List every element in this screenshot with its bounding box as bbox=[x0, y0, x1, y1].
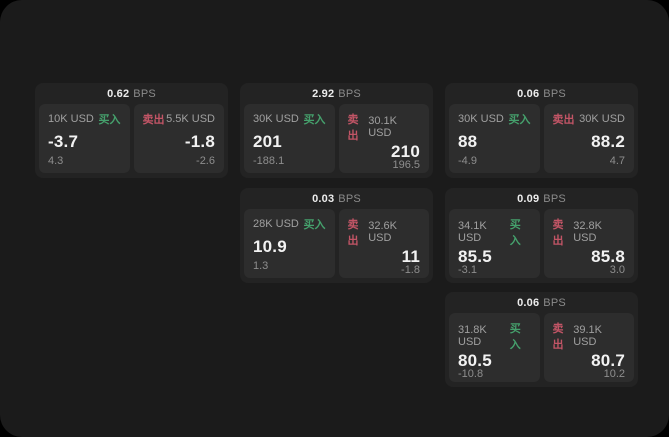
buy-price: -3.7 bbox=[48, 132, 79, 151]
sell-side-label: 卖出 bbox=[552, 323, 564, 351]
buy-price: 88 bbox=[458, 132, 478, 151]
sell-panel[interactable]: 卖出 32.6K USD 11 -1.8 bbox=[338, 209, 429, 278]
bps-unit-label: BPS bbox=[133, 87, 156, 100]
bps-value: 0.62 bbox=[107, 87, 130, 100]
buy-panel[interactable]: 30K USD 买入 201 -188.1 bbox=[244, 104, 335, 173]
sell-panel[interactable]: 卖出 30.1K USD 210 196.5 bbox=[338, 104, 429, 173]
buy-panel[interactable]: 28K USD 买入 10.9 1.3 bbox=[244, 209, 335, 278]
buy-notional: 10K USD bbox=[48, 113, 94, 125]
buy-side-label: 买入 bbox=[303, 219, 326, 231]
sell-price: 88.2 bbox=[591, 132, 625, 151]
buy-side-label: 买入 bbox=[98, 114, 121, 126]
sell-price: 80.7 bbox=[591, 351, 625, 370]
buy-sub-value: -3.1 bbox=[458, 264, 477, 276]
bps-header: 2.92 BPS bbox=[244, 83, 429, 104]
buy-notional: 31.8K USD bbox=[458, 324, 487, 348]
sell-side-label: 卖出 bbox=[552, 219, 564, 247]
buy-side-label: 买入 bbox=[509, 219, 521, 247]
sell-notional: 39.1K USD bbox=[573, 324, 602, 348]
buy-sub-value: -10.8 bbox=[458, 368, 484, 380]
sell-side-label: 卖出 bbox=[347, 219, 359, 247]
sell-side-label: 卖出 bbox=[142, 114, 165, 126]
sell-sub-value: 3.0 bbox=[609, 264, 625, 276]
buy-sub-value: 1.3 bbox=[253, 260, 269, 272]
sell-sub-value: 10.2 bbox=[603, 368, 625, 380]
bps-header: 0.06 BPS bbox=[449, 83, 634, 104]
buy-side-label: 买入 bbox=[508, 114, 531, 126]
sell-side-label: 卖出 bbox=[552, 114, 575, 126]
buy-price: 85.5 bbox=[458, 247, 492, 266]
sell-sub-value: 4.7 bbox=[609, 155, 625, 167]
sell-sub-value: -1.8 bbox=[401, 264, 420, 276]
sell-side-label: 卖出 bbox=[347, 114, 359, 142]
buy-notional: 30K USD bbox=[253, 113, 299, 125]
bps-value: 2.92 bbox=[312, 87, 335, 100]
buy-side-label: 买入 bbox=[509, 323, 521, 351]
buy-side-label: 买入 bbox=[303, 114, 326, 126]
sell-notional: 32.6K USD bbox=[368, 220, 397, 244]
bps-unit-label: BPS bbox=[543, 296, 566, 309]
buy-notional: 30K USD bbox=[458, 113, 504, 125]
buy-sub-value: 4.3 bbox=[48, 155, 64, 167]
buy-panel[interactable]: 10K USD 买入 -3.7 4.3 bbox=[39, 104, 130, 173]
sell-price: -1.8 bbox=[184, 132, 215, 151]
bps-header: 0.62 BPS bbox=[39, 83, 224, 104]
buy-sub-value: -4.9 bbox=[458, 155, 477, 167]
sell-price: 210 bbox=[391, 142, 420, 161]
bps-value: 0.06 bbox=[517, 87, 540, 100]
sell-notional: 5.5K USD bbox=[166, 113, 215, 125]
bps-unit-label: BPS bbox=[338, 192, 361, 205]
quote-card: 0.06 BPS 30K USD 买入 88 -4.9 卖出 30K USD 8… bbox=[445, 83, 638, 178]
bps-unit-label: BPS bbox=[543, 192, 566, 205]
buy-notional: 34.1K USD bbox=[458, 220, 487, 244]
quote-card: 0.62 BPS 10K USD 买入 -3.7 4.3 卖出 5.5K USD… bbox=[35, 83, 228, 178]
quote-card: 0.03 BPS 28K USD 买入 10.9 1.3 卖出 32.6K US… bbox=[240, 188, 433, 283]
sell-panel[interactable]: 卖出 5.5K USD -1.8 -2.6 bbox=[133, 104, 224, 173]
buy-panel[interactable]: 31.8K USD 买入 80.5 -10.8 bbox=[449, 313, 540, 382]
buy-notional: 28K USD bbox=[253, 218, 299, 230]
sell-price: 11 bbox=[401, 247, 420, 266]
sell-panel[interactable]: 卖出 39.1K USD 80.7 10.2 bbox=[543, 313, 634, 382]
buy-price: 80.5 bbox=[458, 351, 492, 370]
bps-header: 0.06 BPS bbox=[449, 292, 634, 313]
buy-panel[interactable]: 30K USD 买入 88 -4.9 bbox=[449, 104, 540, 173]
bps-header: 0.09 BPS bbox=[449, 188, 634, 209]
bps-unit-label: BPS bbox=[338, 87, 361, 100]
sell-panel[interactable]: 卖出 30K USD 88.2 4.7 bbox=[543, 104, 634, 173]
sell-sub-value: -2.6 bbox=[196, 155, 215, 167]
bps-value: 0.09 bbox=[517, 192, 540, 205]
bps-value: 0.03 bbox=[312, 192, 335, 205]
buy-sub-value: -188.1 bbox=[253, 155, 285, 167]
sell-price: 85.8 bbox=[591, 247, 625, 266]
quote-card: 0.06 BPS 31.8K USD 买入 80.5 -10.8 卖出 39.1… bbox=[445, 292, 638, 387]
buy-panel[interactable]: 34.1K USD 买入 85.5 -3.1 bbox=[449, 209, 540, 278]
bps-header: 0.03 BPS bbox=[244, 188, 429, 209]
buy-price: 201 bbox=[253, 132, 282, 151]
sell-notional: 32.8K USD bbox=[573, 220, 602, 244]
sell-notional: 30K USD bbox=[579, 113, 625, 125]
sell-panel[interactable]: 卖出 32.8K USD 85.8 3.0 bbox=[543, 209, 634, 278]
sell-notional: 30.1K USD bbox=[368, 115, 397, 139]
quote-card: 2.92 BPS 30K USD 买入 201 -188.1 卖出 30.1K … bbox=[240, 83, 433, 178]
sell-sub-value: 196.5 bbox=[392, 159, 420, 171]
buy-price: 10.9 bbox=[253, 237, 287, 256]
bps-value: 0.06 bbox=[517, 296, 540, 309]
bps-unit-label: BPS bbox=[543, 87, 566, 100]
quote-card: 0.09 BPS 34.1K USD 买入 85.5 -3.1 卖出 32.8K… bbox=[445, 188, 638, 283]
